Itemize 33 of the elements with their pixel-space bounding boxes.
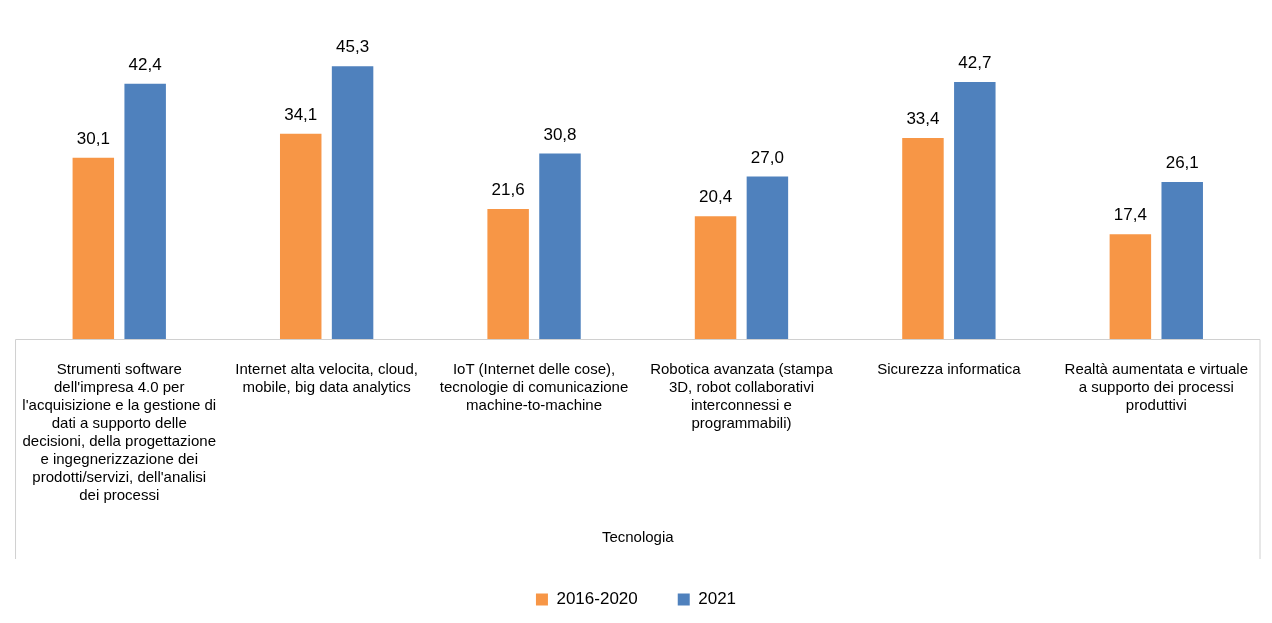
bar (1161, 181, 1203, 339)
x-axis-title: Tecnologia (601, 528, 675, 546)
bar (746, 176, 789, 339)
data-label: 26,1 (1165, 153, 1199, 173)
bar (1109, 234, 1152, 339)
bar (279, 133, 322, 339)
bar (539, 153, 581, 339)
data-label: 27,0 (750, 147, 784, 167)
legend-label: 2016-2020 (556, 589, 638, 609)
bar (902, 137, 944, 339)
bar (487, 208, 529, 339)
data-label: 20,4 (699, 187, 733, 207)
bar (694, 216, 737, 339)
data-label: 30,8 (543, 124, 577, 144)
bar (72, 157, 115, 339)
data-label: 42,7 (958, 53, 992, 73)
bar (954, 81, 996, 339)
x-tick-label: Robotica avanzata (stampa 3D, robot collaborativi interconnessi e programmabili) (650, 360, 834, 432)
data-label: 33,4 (906, 109, 940, 129)
data-label: 21,6 (491, 180, 525, 200)
data-label: 17,4 (1113, 205, 1147, 225)
data-label: 34,1 (284, 104, 318, 124)
bar (331, 66, 374, 339)
data-label: 45,3 (336, 37, 370, 57)
data-label: 30,1 (76, 128, 110, 148)
x-tick-label: Realtà aumentata e virtuale a supporto dei processi produttivi (1064, 360, 1249, 414)
legend-label: 2021 (698, 589, 737, 609)
x-tick-label: Sicurezza informatica (877, 360, 1022, 378)
x-tick-label: Internet alta velocita, cloud, mobile, big data analytics (235, 360, 418, 396)
x-tick-label: Strumenti software dell'impresa 4.0 per l'acquisizione e la gestione di dati a supporto delle decisioni, della progettazione e ingegnerizzazione dei prodotti/servizi, dell'analisi dei processi (22, 360, 217, 504)
bar (124, 83, 166, 339)
data-label: 42,4 (128, 54, 162, 74)
x-tick-label: IoT (Internet delle cose), tecnologie di comunicazione machine-to-machine (439, 360, 629, 414)
